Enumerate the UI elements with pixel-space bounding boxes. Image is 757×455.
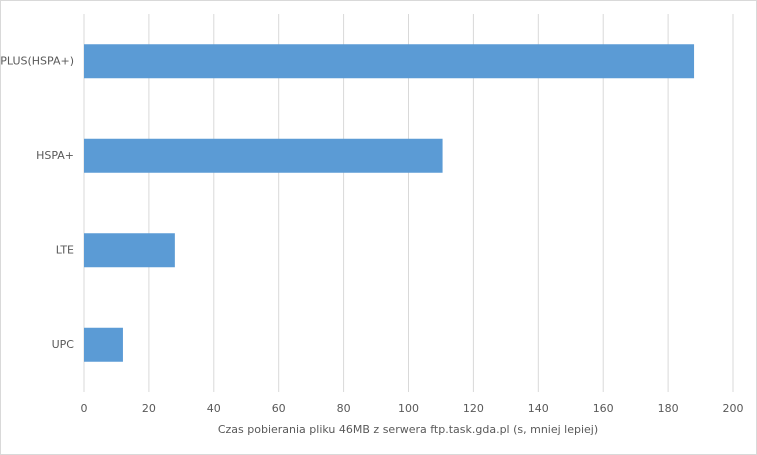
y-tick-label: PLUS(HSPA+) xyxy=(0,54,74,67)
x-tick-label: 120 xyxy=(463,402,484,415)
x-tick-label: 140 xyxy=(528,402,549,415)
bar xyxy=(84,138,443,173)
x-tick-label: 0 xyxy=(81,402,88,415)
x-axis-title: Czas pobierania pliku 46MB z serwera ftp… xyxy=(218,423,598,436)
x-tick-label: 60 xyxy=(272,402,286,415)
bar xyxy=(84,233,175,268)
x-tick-label: 160 xyxy=(593,402,614,415)
x-tick-label: 80 xyxy=(337,402,351,415)
y-tick-label: LTE xyxy=(56,243,74,256)
x-tick-label: 200 xyxy=(723,402,744,415)
bar xyxy=(84,44,695,79)
x-tick-label: 20 xyxy=(142,402,156,415)
x-tick-label: 180 xyxy=(658,402,679,415)
bar xyxy=(84,327,123,362)
x-tick-label: 40 xyxy=(207,402,221,415)
y-tick-label: UPC xyxy=(52,338,75,351)
x-tick-label: 100 xyxy=(398,402,419,415)
y-tick-label: HSPA+ xyxy=(36,149,74,162)
